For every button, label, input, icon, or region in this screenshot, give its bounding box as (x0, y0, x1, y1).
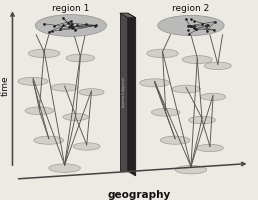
Ellipse shape (200, 93, 226, 100)
Ellipse shape (35, 15, 107, 36)
Ellipse shape (49, 164, 80, 172)
Polygon shape (120, 13, 128, 171)
Text: region 2: region 2 (172, 4, 209, 13)
Text: geography: geography (107, 190, 171, 200)
Ellipse shape (28, 49, 60, 58)
Ellipse shape (172, 85, 200, 93)
Ellipse shape (151, 108, 180, 116)
Ellipse shape (160, 136, 190, 144)
Ellipse shape (147, 49, 178, 58)
Ellipse shape (189, 116, 215, 124)
Ellipse shape (63, 113, 88, 121)
Ellipse shape (66, 54, 95, 62)
Ellipse shape (182, 56, 212, 64)
Text: barreira à dispersal: barreira à dispersal (122, 77, 126, 107)
Ellipse shape (158, 15, 224, 36)
Ellipse shape (140, 79, 170, 87)
Text: region 1: region 1 (52, 4, 90, 13)
Ellipse shape (79, 89, 104, 96)
Ellipse shape (204, 62, 231, 70)
Polygon shape (128, 13, 136, 176)
Ellipse shape (51, 84, 78, 91)
Ellipse shape (73, 143, 100, 150)
Ellipse shape (18, 77, 48, 85)
Ellipse shape (175, 165, 207, 174)
Ellipse shape (34, 136, 64, 144)
Polygon shape (120, 13, 136, 18)
Text: time: time (1, 76, 10, 96)
Ellipse shape (25, 107, 54, 115)
Ellipse shape (197, 144, 223, 152)
